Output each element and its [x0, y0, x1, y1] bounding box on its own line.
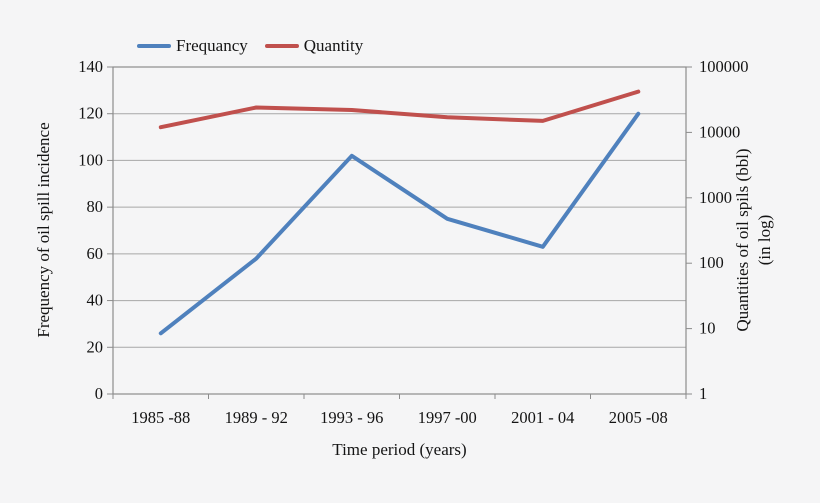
legend-label-quantity: Quantity: [303, 36, 364, 55]
right-axis-title-line1: Quantities of oil spils (bbl): [733, 148, 752, 332]
svg-text:80: 80: [87, 197, 104, 216]
svg-text:1993 - 96: 1993 - 96: [320, 408, 383, 427]
svg-text:1997 -00: 1997 -00: [418, 408, 477, 427]
legend-item-quantity: Quantity: [264, 36, 364, 56]
svg-text:100: 100: [699, 253, 724, 272]
quantity-line-swatch: [264, 44, 299, 48]
svg-text:60: 60: [87, 244, 104, 263]
svg-text:140: 140: [78, 57, 103, 76]
left-axis-title: Frequency of oil spill incidence: [34, 122, 53, 338]
svg-text:20: 20: [87, 337, 104, 356]
legend-label-frequency: Frequancy: [176, 36, 248, 55]
frequency-line-swatch: [137, 44, 171, 48]
svg-text:2005 -08: 2005 -08: [609, 408, 668, 427]
legend-item-frequency: Frequancy: [137, 36, 248, 56]
svg-text:1985 -88: 1985 -88: [131, 408, 190, 427]
svg-text:120: 120: [78, 104, 103, 123]
chart-legend: Frequancy Quantity: [137, 36, 363, 56]
svg-text:100: 100: [78, 150, 103, 169]
right-axis-title: Quantities of oil spils (bbl) (in log): [732, 60, 778, 420]
svg-text:2001 - 04: 2001 - 04: [511, 408, 574, 427]
svg-text:10: 10: [699, 319, 716, 338]
svg-text:1000: 1000: [699, 188, 732, 207]
svg-text:40: 40: [87, 291, 104, 310]
svg-text:1: 1: [699, 384, 707, 403]
svg-text:0: 0: [95, 384, 103, 403]
svg-text:10000: 10000: [699, 122, 740, 141]
x-axis-title: Time period (years): [332, 440, 467, 459]
svg-text:1989 - 92: 1989 - 92: [225, 408, 288, 427]
svg-text:100000: 100000: [699, 57, 749, 76]
right-axis-title-line2: (in log): [755, 214, 774, 266]
